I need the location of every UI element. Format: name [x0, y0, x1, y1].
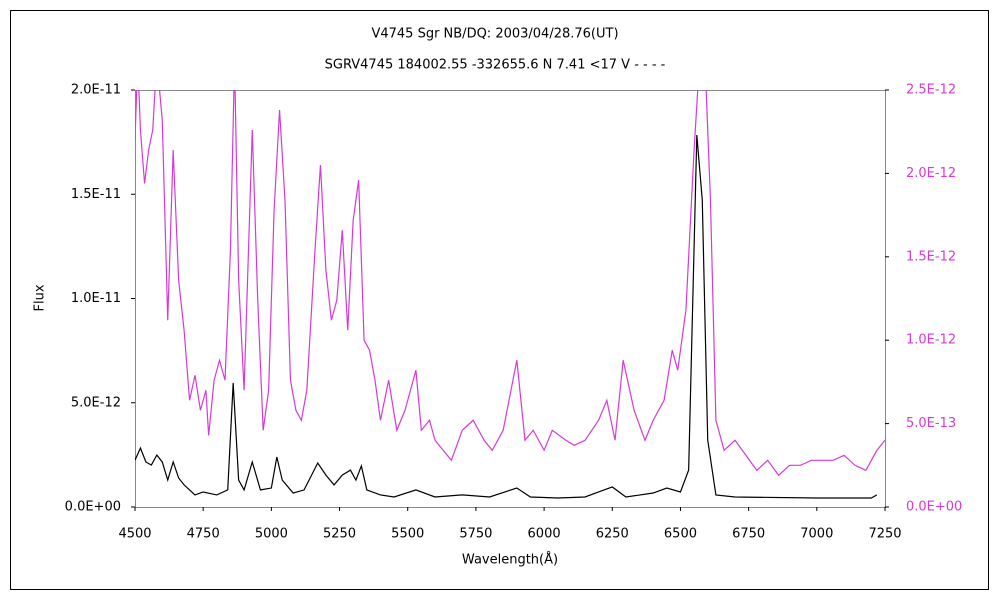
x-tick-label: 6000 [528, 527, 561, 542]
y2-tick-label: 1.0E-12 [906, 333, 956, 348]
y2-tick-label: 5.0E-13 [906, 416, 956, 431]
y2-tick-label: 2.0E-12 [906, 166, 956, 181]
x-tick-label: 6250 [596, 527, 629, 542]
x-tick-label: 4750 [187, 527, 220, 542]
x-tick-label: 5500 [391, 527, 424, 542]
x-tick-label: 6750 [732, 527, 765, 542]
x-tick-label: 5000 [255, 527, 288, 542]
y-tick-label: 1.0E-11 [71, 291, 121, 306]
chart-title: V4745 Sgr NB/DQ: 2003/04/28.76(UT) [371, 27, 618, 42]
x-tick-label: 5250 [323, 527, 356, 542]
y2-tick-label: 0.0E+00 [906, 500, 962, 515]
plot-area [135, 90, 886, 508]
x-tick-label: 4500 [118, 527, 151, 542]
y-tick-label: 1.5E-11 [71, 187, 121, 202]
series-line [135, 90, 885, 477]
y2-tick-label: 1.5E-12 [906, 249, 956, 264]
y-axis-label: Flux [33, 284, 48, 311]
chart-subtitle: SGRV4745 184002.55 -332655.6 N 7.41 <17 … [325, 58, 666, 73]
y-tick-label: 0.0E+00 [65, 500, 121, 515]
y2-tick-label: 2.5E-12 [906, 83, 956, 98]
x-tick-label: 6500 [664, 527, 697, 542]
x-tick-label: 5750 [459, 527, 492, 542]
y-tick-label: 5.0E-12 [71, 395, 121, 410]
x-tick-label: 7000 [800, 527, 833, 542]
series-line [135, 134, 878, 499]
y-tick-label: 2.0E-11 [71, 83, 121, 98]
x-axis-label: Wavelength(Å) [462, 552, 558, 568]
chart-frame [10, 10, 989, 590]
x-tick-label: 7250 [868, 527, 901, 542]
